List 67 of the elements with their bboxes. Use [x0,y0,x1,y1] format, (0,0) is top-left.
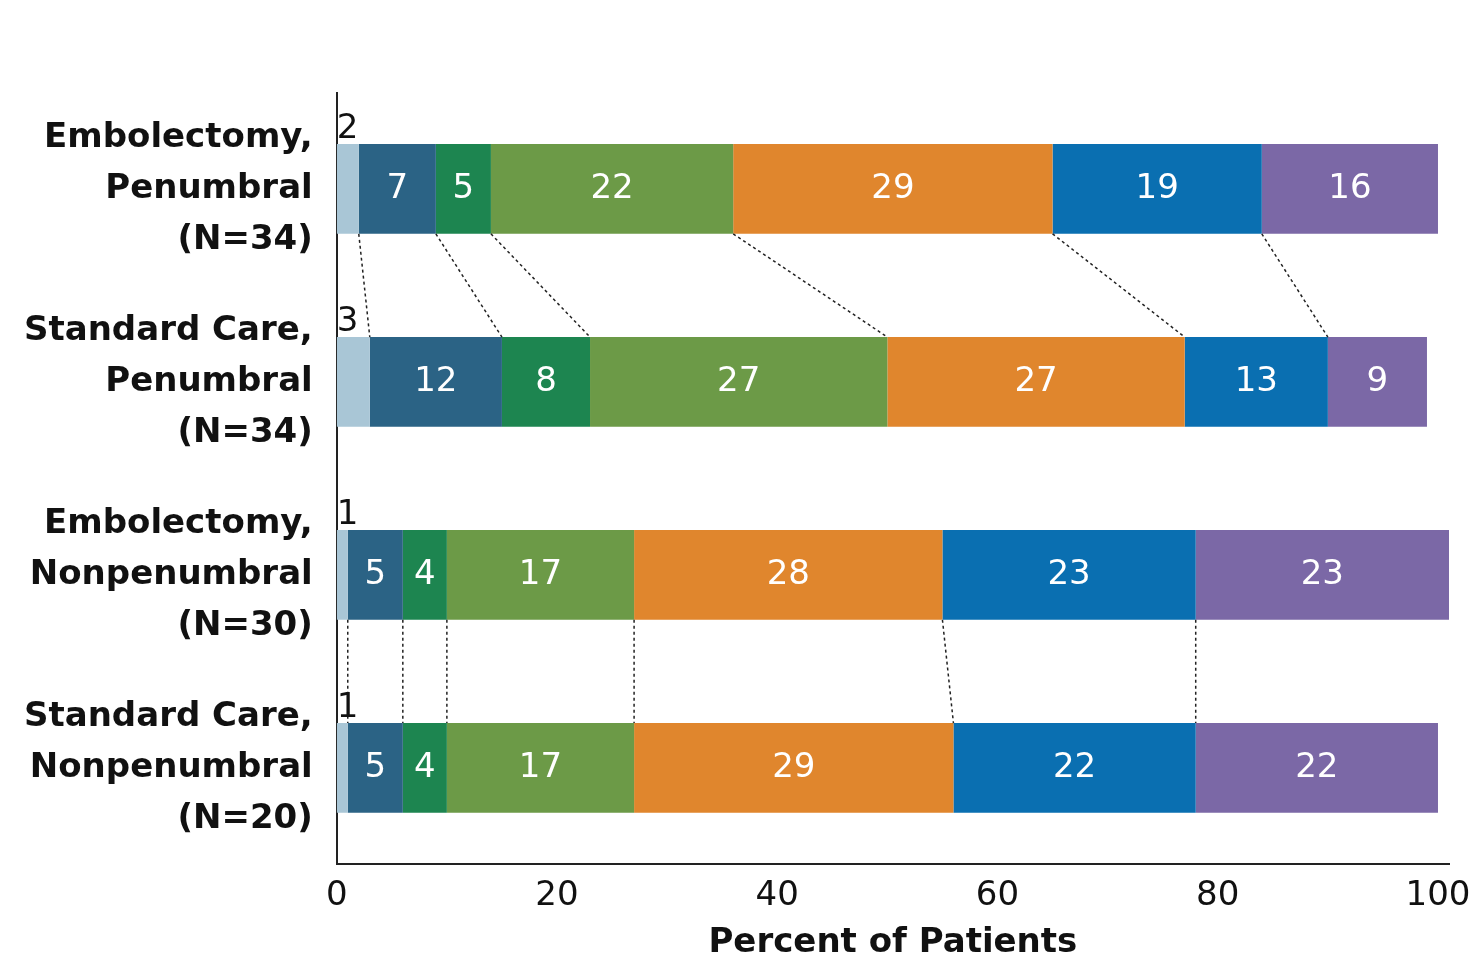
bar [435,144,491,234]
bar [336,337,370,427]
data-label: 2 [336,105,359,146]
y-tick-label: Embolectomy, Penumbral (N=34) [44,114,313,257]
bar [733,144,1053,234]
data-label: 5 [452,165,475,206]
bar [446,530,635,620]
y-tick-label: Standard Care, Penumbral (N=34) [23,307,313,450]
data-label: 9 [1366,358,1389,399]
x-tick-label: 20 [535,872,579,913]
data-label: 13 [1234,358,1278,399]
data-label: 12 [414,358,458,399]
bar [347,723,403,813]
bar [402,530,447,620]
data-label: 5 [364,744,387,785]
data-label: 22 [590,165,634,206]
bar [942,530,1196,620]
bar [634,723,954,813]
data-label: 5 [364,551,387,592]
data-label: 29 [871,165,915,206]
data-label: 23 [1300,551,1344,592]
x-tick-label: 100 [1405,872,1471,913]
bar [634,530,943,620]
bar [446,723,635,813]
data-label: 1 [336,491,359,532]
data-label: 22 [1295,744,1339,785]
x-tick-label: 60 [975,872,1020,913]
x-tick-label: 0 [325,872,348,913]
bar [590,337,888,427]
bar [1184,337,1328,427]
data-label: 3 [336,298,359,339]
data-label: 28 [766,551,810,592]
data-label: 17 [518,551,563,592]
bar [1261,144,1438,234]
data-label: 16 [1328,165,1372,206]
data-label: 4 [414,551,436,592]
data-label: 19 [1135,165,1179,206]
bar [1195,723,1438,813]
x-tick-label: 80 [1196,872,1240,913]
data-label: 4 [414,744,436,785]
data-label: 17 [518,744,563,785]
bar [336,144,359,234]
data-label: 1 [336,684,359,725]
data-label: 22 [1052,744,1097,785]
bar [336,723,348,813]
bar [1195,530,1449,620]
bar [402,723,447,813]
x-axis-title: Percent of Patients [708,920,1078,961]
bar [1052,144,1262,234]
bar [501,337,591,427]
bar [369,337,502,427]
bar [1327,337,1427,427]
bar [887,337,1185,427]
data-label: 8 [535,358,557,399]
bar [953,723,1196,813]
x-tick-label: 40 [755,872,799,913]
bar [347,530,403,620]
y-tick-label: Standard Care, Nonpenumbral (N=20) [23,693,313,836]
bar [490,144,734,234]
data-label: 23 [1047,551,1091,592]
bar [336,530,348,620]
data-label: 29 [772,744,816,785]
bar [358,144,436,234]
data-label: 27 [717,358,761,399]
data-label: 7 [386,165,409,206]
data-label: 27 [1014,358,1058,399]
y-tick-label: Embolectomy, Nonpenumbral (N=30) [29,500,313,643]
